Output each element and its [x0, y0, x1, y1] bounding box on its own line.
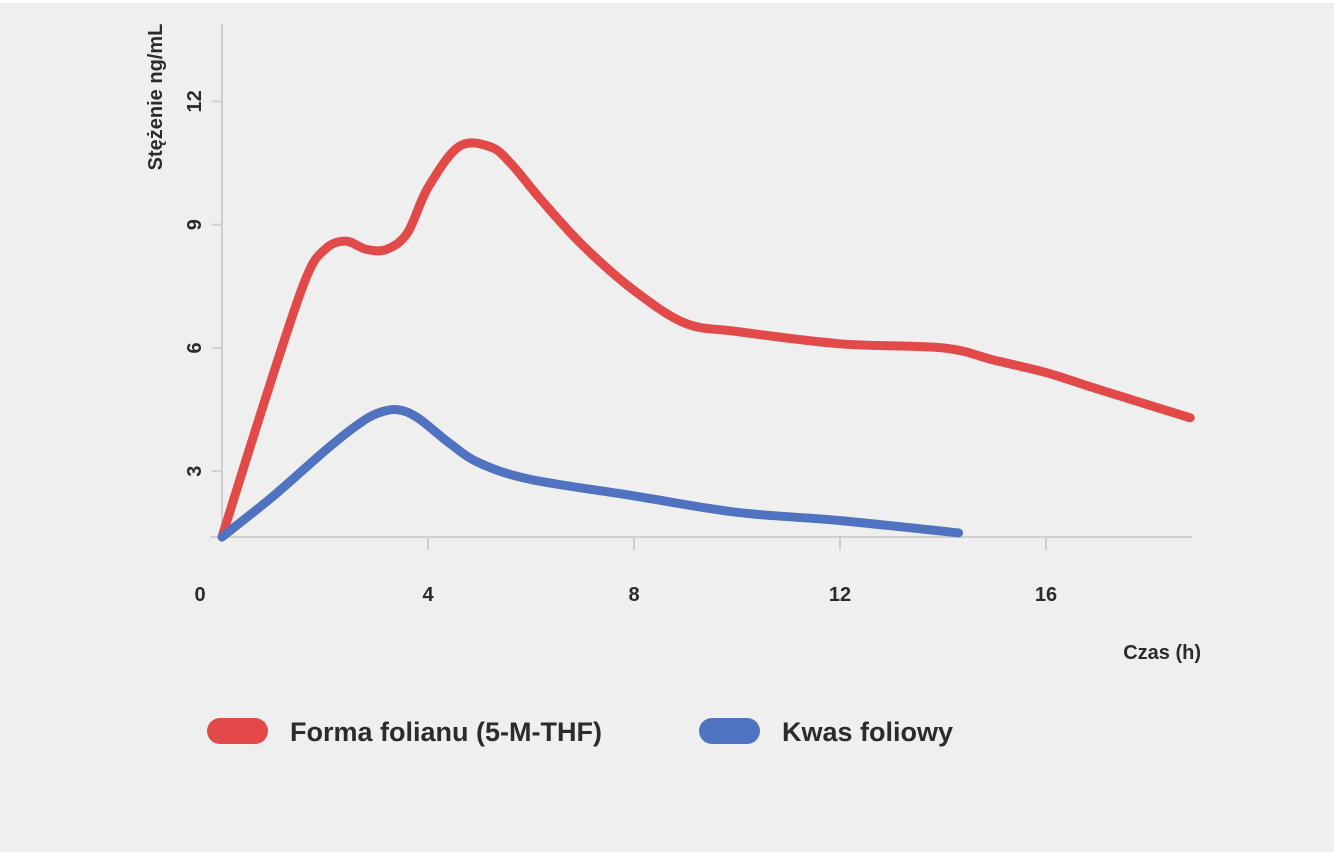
x-tick-label: 0: [194, 584, 205, 606]
legend-label-forma-folianu: Forma folianu (5-M-THF): [290, 717, 602, 747]
series-line-forma-folianu: [217, 138, 1195, 542]
legend-label-kwas-foliowy: Kwas foliowy: [782, 717, 953, 747]
legend-swatch-forma-folianu: [207, 718, 268, 744]
x-axis-ticks: 0 4 8 12 16: [194, 537, 1057, 606]
y-tick-label: 9: [184, 219, 206, 230]
x-axis-title: Czas (h): [1123, 642, 1201, 664]
y-axis-ticks: 3 6 9 12: [184, 90, 222, 477]
series-lines: [217, 138, 1195, 542]
series-line-kwas-foliowy: [217, 404, 963, 542]
y-tick-label: 6: [184, 342, 206, 353]
y-axis-title: Stężenie ng/mL: [145, 24, 167, 171]
y-tick-label: 3: [184, 466, 206, 477]
x-tick-label: 8: [628, 584, 639, 606]
x-tick-label: 16: [1035, 584, 1057, 606]
x-tick-label: 4: [422, 584, 434, 606]
axes: [210, 24, 1192, 542]
legend: Forma folianu (5-M-THF) Kwas foliowy: [207, 717, 953, 747]
legend-swatch-kwas-foliowy: [699, 718, 760, 744]
x-tick-label: 12: [829, 584, 851, 606]
y-tick-label: 12: [184, 90, 206, 112]
